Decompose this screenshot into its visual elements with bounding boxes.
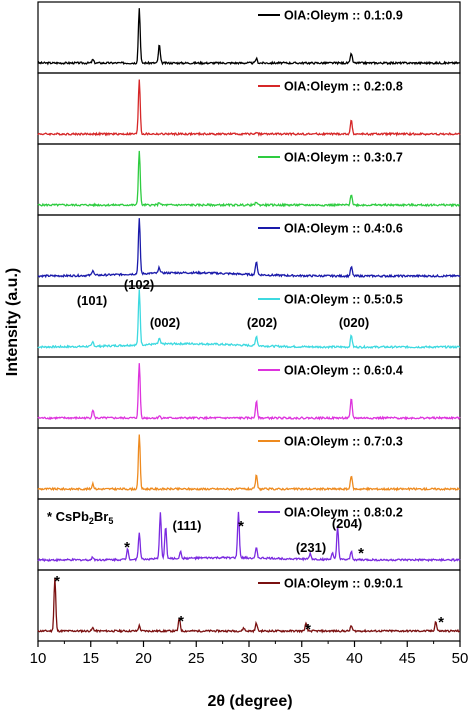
x-tick-label: 25 xyxy=(188,650,205,667)
x-tick-label: 45 xyxy=(399,650,416,667)
x-tick-label: 35 xyxy=(293,650,310,667)
x-axis-label: 2θ (degree) xyxy=(207,693,292,710)
phase-label: * CsPb2Br5 xyxy=(47,509,113,526)
legend-label: OIA:Oleym :: 0.9:0.1 xyxy=(284,577,403,591)
legend-label: OIA:Oleym :: 0.2:0.8 xyxy=(284,80,403,94)
series-line xyxy=(37,577,461,634)
series-line xyxy=(37,289,461,350)
legend-label: OIA:Oleym :: 0.8:0.2 xyxy=(284,506,403,520)
series-line xyxy=(37,363,461,421)
plane-label: (202) xyxy=(247,315,277,330)
legend-label: OIA:Oleym :: 0.3:0.7 xyxy=(284,151,403,165)
x-tick-label: 10 xyxy=(30,650,47,667)
series-line xyxy=(37,511,461,563)
peak-annotations: (101) (102) (002) (202) (020) (111) (231) (204)… xyxy=(47,277,444,638)
plane-label: (020) xyxy=(339,315,369,330)
legend-label: OIA:Oleym :: 0.1:0.9 xyxy=(284,9,403,23)
phase-star-marker: * xyxy=(124,539,130,556)
x-tick-label: 20 xyxy=(135,650,152,667)
legend-label: OIA:Oleym :: 0.4:0.6 xyxy=(284,222,403,236)
plane-label: (002) xyxy=(150,315,180,330)
legend-label: OIA:Oleym :: 0.5:0.5 xyxy=(284,293,403,307)
series-line xyxy=(37,150,461,208)
x-tick-label: 40 xyxy=(346,650,363,667)
x-tick-label: 15 xyxy=(82,650,99,667)
x-tick-label: 50 xyxy=(452,650,469,667)
phase-star-marker: * xyxy=(438,614,444,631)
plane-label: (101) xyxy=(77,293,107,308)
plane-label: (231) xyxy=(296,540,326,555)
phase-star-marker: * xyxy=(238,518,244,535)
plane-label: (204) xyxy=(332,516,362,531)
series-traces xyxy=(37,8,461,634)
legend-label: OIA:Oleym :: 0.7:0.3 xyxy=(284,435,403,449)
series-line xyxy=(37,8,461,66)
series-line xyxy=(37,79,461,137)
x-axis: 10 15 20 25 30 35 40 45 50 xyxy=(30,641,469,667)
y-axis-label: Intensity (a.u.) xyxy=(4,268,21,376)
phase-star-marker: * xyxy=(54,573,60,590)
panel-borders xyxy=(37,1,461,642)
phase-star-marker: * xyxy=(358,545,364,562)
phase-star-marker: * xyxy=(305,621,311,638)
phase-star-marker: * xyxy=(178,613,184,630)
plane-label: (111) xyxy=(173,518,202,533)
plane-label: (102) xyxy=(124,277,154,292)
legend-label: OIA:Oleym :: 0.6:0.4 xyxy=(284,364,403,378)
x-tick-label: 30 xyxy=(241,650,258,667)
series-line xyxy=(37,434,461,492)
series-line xyxy=(37,218,461,279)
